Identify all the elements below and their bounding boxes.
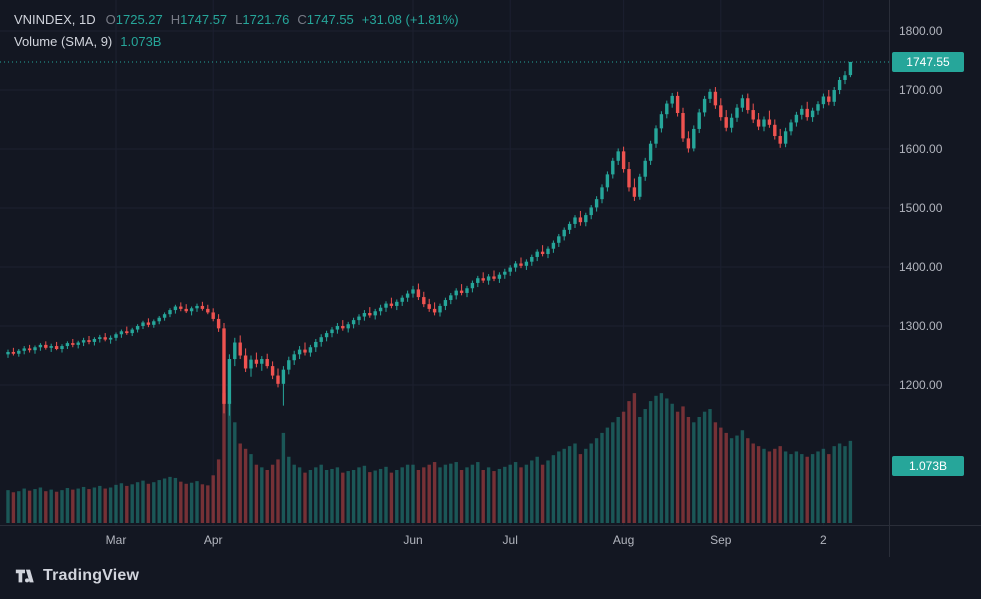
volume-sma-badge: 1.073B (892, 456, 964, 477)
volume-indicator-label[interactable]: Volume (SMA, 9) (14, 34, 113, 49)
ohlc-close: C1747.55 (297, 12, 354, 27)
price-axis-label: 1600.00 (899, 142, 943, 156)
price-axis-label: 1500.00 (899, 201, 943, 215)
tradingview-logo-icon[interactable] (14, 565, 36, 587)
price-axis[interactable]: 1800.00 1700.00 1600.00 1500.00 1400.00 1300.… (890, 0, 981, 557)
ohlc-high: H1747.57 (170, 12, 228, 27)
symbol-title[interactable]: VNINDEX, 1D (14, 12, 96, 27)
tradingview-brand-text[interactable]: TradingView (43, 567, 140, 584)
price-axis-label: 1800.00 (899, 24, 943, 38)
time-axis-label: Jun (403, 533, 423, 547)
symbol-legend-row: VNINDEX, 1D O1725.27 H1747.57 L1721.76 C… (14, 12, 459, 33)
indicator-legend-row: Volume (SMA, 9) 1.073B (14, 34, 459, 54)
time-axis[interactable]: Mar Apr Jun Jul Aug Sep 2 (0, 526, 889, 557)
time-axis-label: Apr (203, 533, 223, 547)
price-change: +31.08 (+1.81%) (361, 12, 459, 27)
price-axis-label: 1200.00 (899, 378, 943, 392)
time-axis-label: Aug (612, 533, 635, 547)
chart-legend: VNINDEX, 1D O1725.27 H1747.57 L1721.76 C… (14, 12, 459, 54)
last-price-badge: 1747.55 (892, 51, 964, 72)
volume-indicator-value: 1.073B (120, 34, 162, 49)
price-axis-label: 1300.00 (899, 319, 943, 333)
time-axis-label: Sep (710, 533, 732, 547)
time-axis-label: Mar (105, 533, 127, 547)
ohlc-open: O1725.27 (105, 12, 163, 27)
footer-branding: TradingView (14, 565, 139, 587)
time-axis-label: 2 (820, 533, 827, 547)
time-axis-label: Jul (502, 533, 518, 547)
ohlc-low: L1721.76 (235, 12, 290, 27)
price-axis-label: 1700.00 (899, 83, 943, 97)
price-axis-label: 1400.00 (899, 260, 943, 274)
